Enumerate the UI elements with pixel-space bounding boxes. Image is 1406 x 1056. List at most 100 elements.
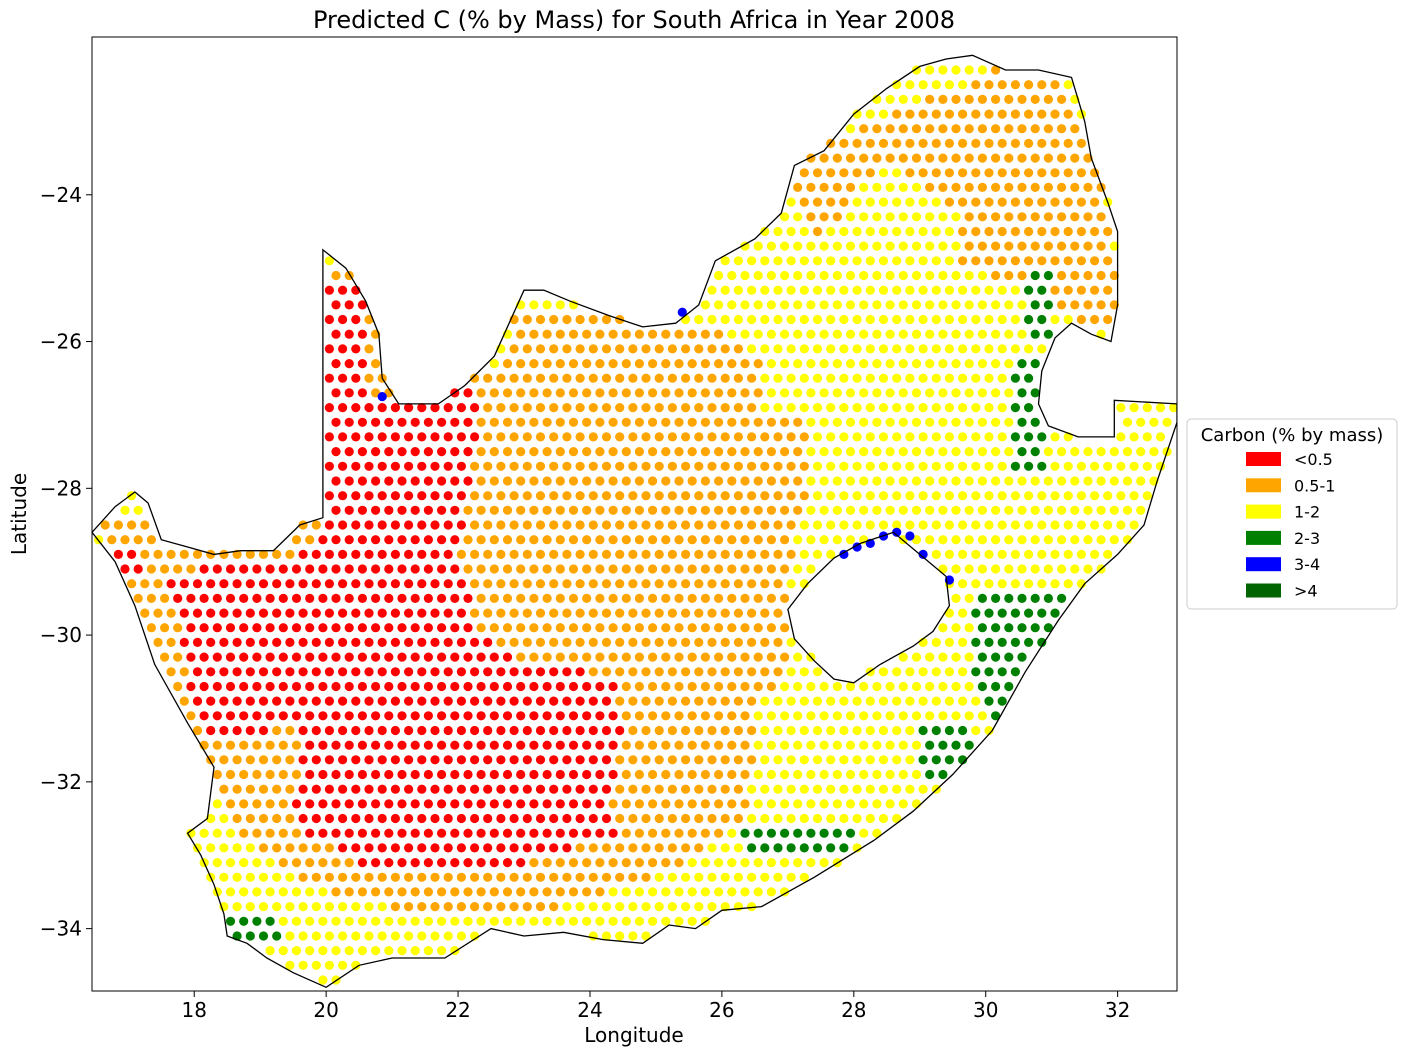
- point-0-5-1: [806, 212, 816, 222]
- point-0-5-1: [615, 579, 625, 589]
- point-lt-0-5: [390, 725, 400, 736]
- point-1-2: [311, 960, 321, 970]
- point-1-2: [1155, 432, 1166, 442]
- point-lt-0-5: [344, 476, 354, 486]
- point-1-2: [753, 711, 763, 721]
- point-0-5-1: [1050, 285, 1060, 295]
- point-1-2: [885, 359, 895, 369]
- point-0-5-1: [549, 520, 559, 530]
- point-1-2: [911, 329, 922, 339]
- point-lt-0-5: [344, 417, 354, 427]
- point-0-5-1: [753, 505, 763, 515]
- point-1-2: [845, 300, 856, 310]
- point-1-2: [793, 740, 803, 750]
- point-lt-0-5: [443, 843, 453, 853]
- point-lt-0-5: [496, 843, 506, 853]
- point-0-5-1: [707, 403, 717, 413]
- point-2-3: [1030, 593, 1040, 604]
- point-1-2: [839, 344, 849, 354]
- point-0-5-1: [562, 637, 572, 648]
- point-0-5-1: [522, 520, 532, 530]
- point-1-2: [740, 887, 750, 897]
- point-1-2: [1037, 579, 1047, 589]
- point-0-5-1: [529, 887, 539, 897]
- point-0-5-1: [489, 476, 499, 486]
- point-0-5-1: [674, 329, 684, 339]
- point-0-5-1: [733, 491, 744, 501]
- legend-label: 0.5-1: [1294, 476, 1335, 495]
- point-0-5-1: [1063, 197, 1073, 207]
- point-lt-0-5: [430, 755, 440, 765]
- point-2-3: [951, 740, 961, 750]
- point-lt-0-5: [239, 711, 249, 721]
- point-0-5-1: [845, 153, 856, 163]
- point-lt-0-5: [535, 755, 546, 765]
- point-1-2: [865, 403, 875, 413]
- point-2-3: [1057, 593, 1067, 604]
- point-lt-0-5: [450, 652, 460, 662]
- point-1-2: [991, 564, 1001, 574]
- point-1-2: [832, 505, 842, 515]
- point-1-2: [938, 505, 948, 515]
- point-1-2: [1169, 403, 1177, 413]
- point-0-5-1: [707, 461, 717, 471]
- point-1-2: [859, 388, 869, 398]
- point-1-2: [1004, 447, 1014, 457]
- point-0-5-1: [753, 564, 763, 574]
- legend-swatch: [1246, 478, 1281, 493]
- point-lt-0-5: [338, 813, 348, 824]
- point-2-3: [1037, 432, 1047, 442]
- point-0-5-1: [265, 799, 275, 809]
- point-0-5-1: [489, 623, 499, 633]
- point-0-5-1: [694, 520, 704, 530]
- point-1-2: [786, 226, 796, 237]
- point-0-5-1: [760, 520, 770, 530]
- point-0-5-1: [694, 784, 704, 794]
- point-1-2: [1037, 549, 1047, 560]
- point-lt-0-5: [212, 652, 222, 662]
- point-lt-0-5: [430, 491, 440, 501]
- point-0-5-1: [694, 549, 704, 560]
- point-2-3: [1037, 314, 1047, 325]
- point-1-2: [859, 740, 869, 750]
- legend-swatch: [1246, 530, 1281, 545]
- point-0-5-1: [661, 769, 671, 780]
- point-lt-0-5: [258, 579, 269, 589]
- point-lt-0-5: [509, 667, 519, 677]
- point-0-5-1: [1103, 314, 1113, 325]
- point-1-2: [859, 476, 869, 486]
- point-1-2: [562, 902, 572, 912]
- point-1-2: [1017, 505, 1027, 515]
- point-0-5-1: [1030, 241, 1040, 251]
- point-lt-0-5: [357, 388, 367, 398]
- point-1-2: [925, 212, 935, 222]
- point-lt-0-5: [410, 623, 420, 633]
- point-0-5-1: [489, 593, 499, 604]
- legend-title: Carbon (% by mass): [1201, 425, 1384, 446]
- point-1-2: [727, 858, 737, 868]
- point-1-2: [905, 725, 915, 736]
- point-0-5-1: [964, 153, 974, 163]
- point-lt-0-5: [575, 667, 585, 677]
- point-0-5-1: [641, 579, 651, 589]
- point-1-2: [760, 344, 770, 354]
- point-lt-0-5: [166, 579, 176, 589]
- point-0-5-1: [872, 124, 882, 134]
- point-lt-0-5: [245, 637, 255, 648]
- point-1-2: [984, 314, 994, 325]
- point-0-5-1: [648, 359, 658, 369]
- point-0-5-1: [700, 652, 711, 662]
- point-1-2: [786, 344, 796, 354]
- point-0-5-1: [245, 549, 255, 560]
- point-1-2: [859, 182, 869, 192]
- point-0-5-1: [522, 432, 532, 442]
- point-1-2: [1129, 403, 1139, 413]
- point-1-2: [845, 799, 856, 809]
- point-1-2: [628, 931, 638, 941]
- point-0-5-1: [634, 740, 645, 750]
- point-1-2: [753, 270, 763, 281]
- point-0-5-1: [634, 652, 645, 662]
- point-0-5-1: [1076, 256, 1086, 266]
- point-0-5-1: [700, 535, 711, 545]
- point-1-2: [404, 931, 414, 941]
